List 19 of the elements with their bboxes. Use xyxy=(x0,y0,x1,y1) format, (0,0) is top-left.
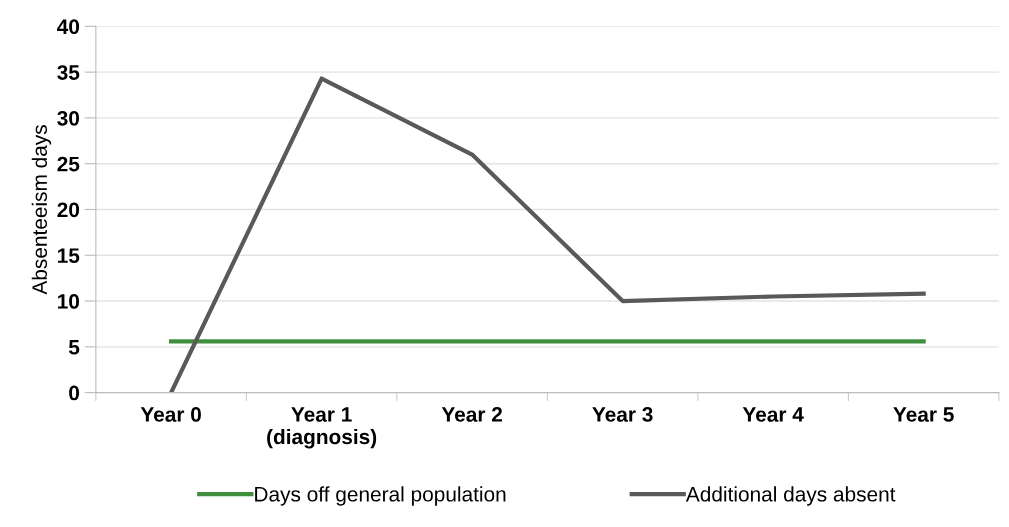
legend-label: Days off general population xyxy=(255,486,506,506)
x-tick-label: Year 3 xyxy=(592,407,653,422)
x-tick-label: Year 5 xyxy=(893,407,954,422)
y-tick-label: 5 xyxy=(68,340,80,355)
x-tick-label: Year 1 (diagnosis) xyxy=(267,407,377,449)
x-tick-label: Year 0 xyxy=(140,407,201,422)
y-tick-label: 10 xyxy=(58,294,80,309)
y-axis-title: Absenteeism days xyxy=(31,125,52,295)
y-tick-label: 0 xyxy=(69,385,80,401)
y-tick-label: 35 xyxy=(57,65,80,80)
y-tick-label: 15 xyxy=(58,248,80,264)
y-tick-label: 40 xyxy=(57,19,80,35)
y-tick-label: 30 xyxy=(57,110,80,126)
line-series xyxy=(169,76,926,393)
legend-label: Additional days absent xyxy=(685,486,896,506)
y-tick-label: 20 xyxy=(57,202,80,218)
x-tick-label: Year 4 xyxy=(742,407,804,422)
y-tick-label: 25 xyxy=(57,156,80,172)
x-tick-label: Year 2 xyxy=(441,407,502,422)
